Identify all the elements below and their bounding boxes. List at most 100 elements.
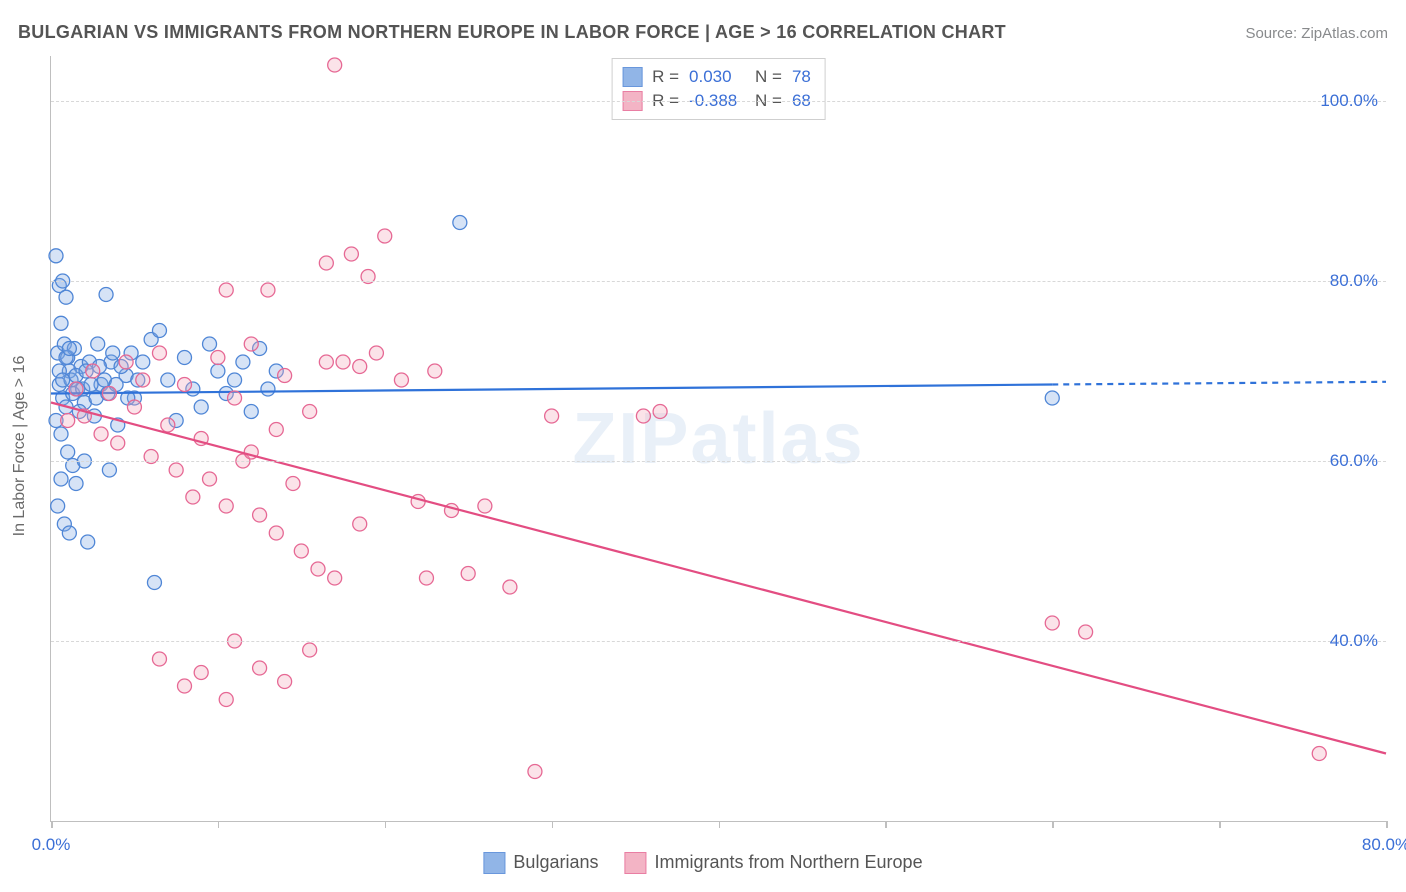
chart-title: BULGARIAN VS IMMIGRANTS FROM NORTHERN EU… bbox=[18, 22, 1006, 43]
data-point bbox=[194, 666, 208, 680]
data-point bbox=[219, 693, 233, 707]
legend-row-1: R = 0.030 N = 78 bbox=[622, 65, 811, 89]
data-point bbox=[147, 576, 161, 590]
gridline bbox=[51, 461, 1386, 462]
data-point bbox=[1045, 616, 1059, 630]
trend-line bbox=[51, 385, 1052, 394]
x-tick bbox=[218, 821, 220, 828]
data-point bbox=[56, 373, 70, 387]
x-tick bbox=[1219, 821, 1221, 828]
data-point bbox=[81, 535, 95, 549]
data-point bbox=[62, 526, 76, 540]
data-point bbox=[111, 436, 125, 450]
data-point bbox=[203, 472, 217, 486]
data-point bbox=[69, 477, 83, 491]
data-point bbox=[311, 562, 325, 576]
data-point bbox=[303, 643, 317, 657]
data-point bbox=[169, 463, 183, 477]
data-point bbox=[94, 427, 108, 441]
x-tick bbox=[51, 821, 53, 828]
data-point bbox=[453, 216, 467, 230]
title-bar: BULGARIAN VS IMMIGRANTS FROM NORTHERN EU… bbox=[18, 22, 1388, 43]
correlation-legend: R = 0.030 N = 78 R = -0.388 N = 68 bbox=[611, 58, 826, 120]
x-tick bbox=[1386, 821, 1388, 828]
data-point bbox=[186, 490, 200, 504]
data-point bbox=[353, 360, 367, 374]
x-tick bbox=[885, 821, 887, 828]
gridline bbox=[51, 641, 1386, 642]
x-tick-label: 0.0% bbox=[32, 835, 71, 855]
data-point bbox=[545, 409, 559, 423]
data-point bbox=[59, 290, 73, 304]
data-point bbox=[319, 256, 333, 270]
data-point bbox=[152, 346, 166, 360]
chart-plot-area: ZIPatlas R = 0.030 N = 78 R = -0.388 N =… bbox=[50, 56, 1386, 822]
data-point bbox=[106, 346, 120, 360]
data-point bbox=[49, 249, 63, 263]
data-point bbox=[319, 355, 333, 369]
data-point bbox=[261, 283, 275, 297]
y-tick-label: 80.0% bbox=[1330, 271, 1378, 291]
legend-swatch-blue bbox=[483, 852, 505, 874]
data-point bbox=[303, 405, 317, 419]
data-point bbox=[228, 391, 242, 405]
data-point bbox=[336, 355, 350, 369]
data-point bbox=[211, 364, 225, 378]
y-axis-title: In Labor Force | Age > 16 bbox=[11, 356, 29, 537]
data-point bbox=[178, 378, 192, 392]
data-point bbox=[161, 373, 175, 387]
data-point bbox=[378, 229, 392, 243]
data-point bbox=[528, 765, 542, 779]
data-point bbox=[328, 571, 342, 585]
data-point bbox=[269, 526, 283, 540]
x-tick bbox=[1052, 821, 1054, 828]
data-point bbox=[1312, 747, 1326, 761]
data-point bbox=[653, 405, 667, 419]
data-point bbox=[84, 378, 98, 392]
data-point bbox=[419, 571, 433, 585]
data-point bbox=[152, 652, 166, 666]
data-point bbox=[194, 400, 208, 414]
data-point bbox=[152, 324, 166, 338]
y-tick-label: 100.0% bbox=[1320, 91, 1378, 111]
data-point bbox=[211, 351, 225, 365]
data-point bbox=[219, 499, 233, 513]
source-credit: Source: ZipAtlas.com bbox=[1245, 25, 1388, 42]
data-point bbox=[636, 409, 650, 423]
data-point bbox=[278, 369, 292, 383]
data-point bbox=[394, 373, 408, 387]
data-point bbox=[353, 517, 367, 531]
data-point bbox=[54, 472, 68, 486]
data-point bbox=[99, 288, 113, 302]
data-point bbox=[1079, 625, 1093, 639]
x-tick bbox=[719, 821, 721, 828]
data-point bbox=[102, 387, 116, 401]
scatter-svg bbox=[51, 56, 1386, 821]
data-point bbox=[269, 423, 283, 437]
data-point bbox=[344, 247, 358, 261]
legend-item-immigrants: Immigrants from Northern Europe bbox=[624, 852, 922, 874]
data-point bbox=[428, 364, 442, 378]
data-point bbox=[253, 508, 267, 522]
data-point bbox=[127, 400, 141, 414]
data-point bbox=[161, 418, 175, 432]
data-point bbox=[86, 364, 100, 378]
data-point bbox=[236, 355, 250, 369]
y-tick-label: 60.0% bbox=[1330, 451, 1378, 471]
data-point bbox=[178, 679, 192, 693]
data-point bbox=[119, 355, 133, 369]
data-point bbox=[219, 283, 233, 297]
data-point bbox=[1045, 391, 1059, 405]
y-tick-label: 40.0% bbox=[1330, 631, 1378, 651]
data-point bbox=[503, 580, 517, 594]
series-legend: Bulgarians Immigrants from Northern Euro… bbox=[483, 852, 922, 874]
data-point bbox=[294, 544, 308, 558]
data-point bbox=[54, 427, 68, 441]
legend-swatch-pink bbox=[624, 852, 646, 874]
data-point bbox=[369, 346, 383, 360]
data-point bbox=[328, 58, 342, 72]
data-point bbox=[102, 463, 116, 477]
data-point bbox=[261, 382, 275, 396]
gridline bbox=[51, 101, 1386, 102]
data-point bbox=[178, 351, 192, 365]
